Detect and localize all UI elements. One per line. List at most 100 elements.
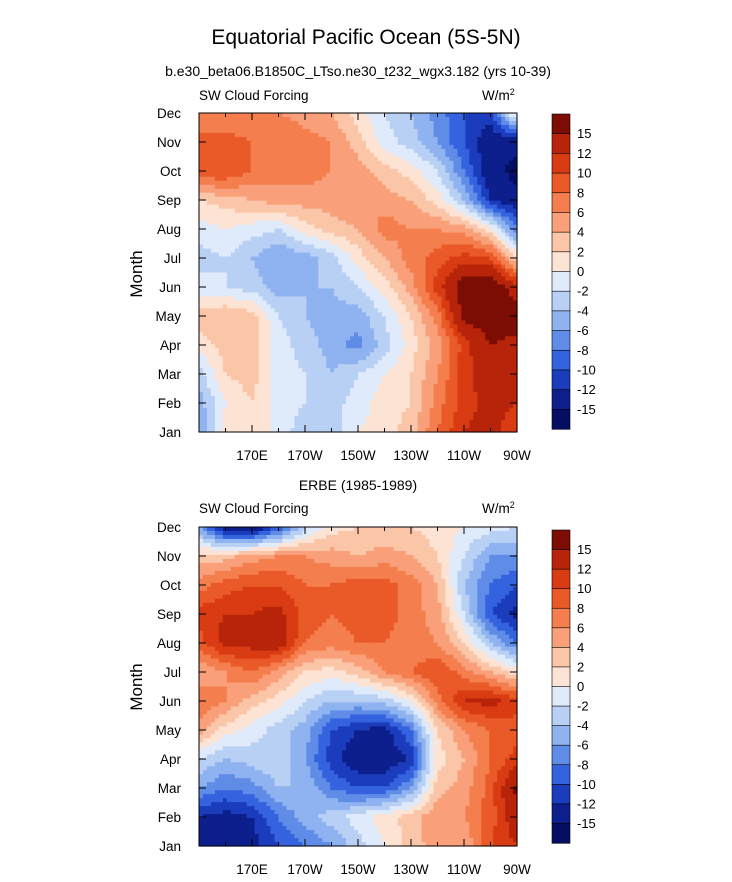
heatmap-cell bbox=[369, 340, 375, 345]
heatmap-cell bbox=[489, 352, 494, 357]
heatmap-cell bbox=[294, 176, 299, 182]
heatmap-cell bbox=[473, 248, 478, 254]
heatmap-cell bbox=[318, 168, 323, 174]
heatmap-cell bbox=[258, 296, 264, 302]
heatmap-cell bbox=[445, 288, 451, 294]
heatmap-cell bbox=[381, 264, 387, 270]
heatmap-cell bbox=[449, 184, 455, 190]
heatmap-cell bbox=[238, 248, 244, 254]
heatmap-cell bbox=[369, 148, 375, 154]
heatmap-cell bbox=[469, 113, 474, 118]
heatmap-cell bbox=[338, 204, 343, 210]
heatmap-cell bbox=[246, 172, 252, 178]
heatmap-cell bbox=[385, 240, 391, 246]
heatmap-cell bbox=[294, 332, 299, 337]
heatmap-cell bbox=[350, 140, 355, 146]
heatmap-cell bbox=[278, 168, 284, 174]
heatmap-cell bbox=[346, 128, 351, 134]
heatmap-cell bbox=[199, 220, 204, 226]
heatmap-cell bbox=[489, 168, 494, 174]
heatmap-cell bbox=[421, 116, 427, 122]
heatmap-cell bbox=[461, 144, 466, 150]
heatmap-cell bbox=[230, 180, 236, 186]
heatmap-cell bbox=[306, 284, 311, 290]
heatmap-cell bbox=[250, 220, 256, 226]
heatmap-cell bbox=[199, 148, 204, 154]
heatmap-cell bbox=[290, 168, 296, 174]
heatmap-cell bbox=[218, 344, 224, 349]
heatmap-cell bbox=[369, 172, 375, 178]
heatmap-cell bbox=[501, 124, 506, 130]
heatmap-cell bbox=[385, 156, 391, 162]
heatmap-cell bbox=[202, 320, 208, 325]
heatmap-cell bbox=[226, 172, 232, 178]
heatmap-cell bbox=[302, 168, 307, 174]
heatmap-cell bbox=[266, 260, 272, 266]
heatmap-cell bbox=[481, 192, 486, 198]
heatmap-cell bbox=[302, 200, 307, 206]
heatmap-cell bbox=[242, 156, 248, 162]
heatmap-cell bbox=[509, 340, 514, 345]
heatmap-cell bbox=[449, 116, 455, 122]
heatmap-cell bbox=[509, 304, 514, 309]
heatmap-cell bbox=[425, 308, 431, 313]
heatmap-cell bbox=[262, 280, 268, 286]
heatmap-cell bbox=[326, 344, 331, 349]
heatmap-cell bbox=[286, 244, 292, 250]
heatmap-cell bbox=[481, 204, 486, 210]
heatmap-cell bbox=[210, 212, 216, 218]
heatmap-cell bbox=[397, 124, 403, 130]
heatmap-cell bbox=[326, 132, 331, 138]
heatmap-cell bbox=[206, 113, 212, 118]
heatmap-cell bbox=[481, 236, 486, 242]
heatmap-cell bbox=[322, 240, 327, 246]
heatmap-cell bbox=[290, 352, 296, 357]
heatmap-cell bbox=[358, 260, 363, 266]
heatmap-cell bbox=[509, 248, 514, 254]
heatmap-cell bbox=[250, 280, 256, 286]
heatmap-cell bbox=[369, 124, 375, 130]
heatmap-cell bbox=[326, 336, 331, 341]
heatmap-cell bbox=[385, 168, 391, 174]
heatmap-cell bbox=[238, 348, 244, 353]
heatmap-cell bbox=[242, 276, 248, 282]
heatmap-cell bbox=[385, 248, 391, 254]
heatmap-cell bbox=[485, 132, 490, 138]
heatmap-cell bbox=[405, 116, 411, 122]
heatmap-cell bbox=[254, 348, 260, 353]
heatmap-cell bbox=[481, 128, 486, 134]
heatmap-cell bbox=[234, 324, 240, 329]
heatmap-cell bbox=[210, 208, 216, 214]
heatmap-cell bbox=[365, 296, 371, 302]
heatmap-cell bbox=[497, 184, 502, 190]
heatmap-cell bbox=[377, 200, 383, 206]
heatmap-cell bbox=[286, 216, 292, 222]
heatmap-cell bbox=[433, 208, 439, 214]
heatmap-cell bbox=[449, 252, 455, 258]
heatmap-cell bbox=[286, 304, 292, 309]
heatmap-cell bbox=[270, 168, 276, 174]
heatmap-cell bbox=[469, 292, 474, 298]
heatmap-cell bbox=[433, 113, 439, 118]
heatmap-cell bbox=[457, 304, 462, 309]
heatmap-cell bbox=[350, 113, 355, 118]
heatmap-cell bbox=[489, 340, 494, 345]
heatmap-cell bbox=[306, 216, 311, 222]
heatmap-cell bbox=[330, 328, 335, 333]
heatmap-cell bbox=[493, 256, 498, 262]
heatmap-cell bbox=[397, 116, 403, 122]
heatmap-cell bbox=[409, 356, 415, 361]
heatmap-cell bbox=[270, 356, 276, 361]
heatmap-cell bbox=[246, 272, 252, 278]
heatmap-cell bbox=[294, 160, 299, 166]
heatmap-cell bbox=[238, 216, 244, 222]
heatmap-cell bbox=[342, 228, 347, 234]
heatmap-cell bbox=[417, 184, 423, 190]
heatmap-cell bbox=[338, 280, 343, 286]
heatmap-cell bbox=[505, 140, 510, 146]
heatmap-cell bbox=[413, 224, 419, 230]
heatmap-cell bbox=[202, 152, 208, 158]
heatmap-cell bbox=[465, 292, 470, 298]
heatmap-cell bbox=[222, 220, 228, 226]
heatmap-cell bbox=[338, 116, 343, 122]
